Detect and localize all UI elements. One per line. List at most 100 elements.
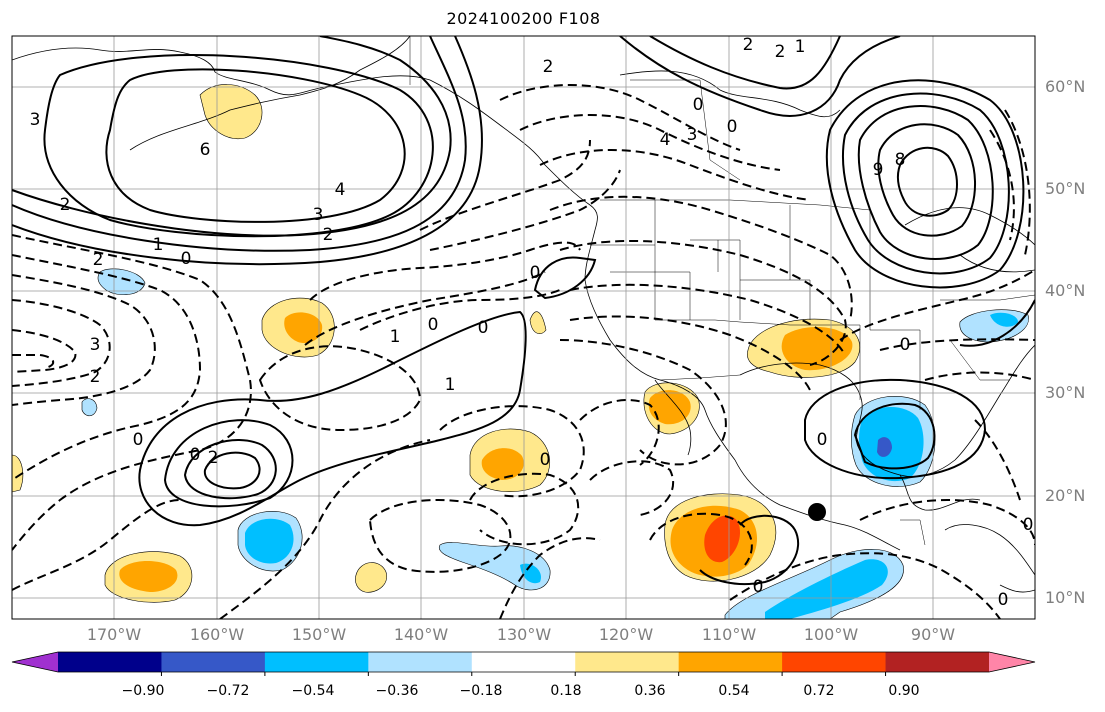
colorbar-extend-low bbox=[12, 652, 58, 672]
contour-label: 2 bbox=[90, 367, 101, 387]
contour-label: 0 bbox=[998, 590, 1009, 610]
colorbar-segment bbox=[575, 652, 680, 672]
negative-anomaly-area bbox=[877, 437, 892, 457]
contour-label: 0 bbox=[727, 117, 738, 137]
lat-label: 50°N bbox=[1045, 179, 1086, 198]
contour-label: 2 bbox=[775, 42, 786, 62]
contour-label: 8 bbox=[895, 150, 906, 170]
colorbar-tick-label: −0.36 bbox=[375, 683, 419, 699]
lon-label: 100°W bbox=[803, 625, 859, 644]
colorbar-tick-label: 0.36 bbox=[634, 683, 666, 699]
colorbar-segment bbox=[368, 652, 473, 672]
lat-label: 10°N bbox=[1045, 588, 1086, 607]
contour-label: 0 bbox=[693, 95, 704, 115]
positive-anomaly-area bbox=[284, 312, 323, 344]
colorbar-tick-label: −0.90 bbox=[121, 683, 165, 699]
colorbar-tick-label: −0.18 bbox=[459, 683, 503, 699]
colorbar-tick-label: 0.90 bbox=[888, 683, 920, 699]
graticule bbox=[12, 36, 1035, 619]
positive-anomaly-area bbox=[704, 515, 741, 563]
contour-label: 0 bbox=[900, 335, 911, 355]
negative-anomaly-area bbox=[990, 312, 1018, 327]
contour-label: 0 bbox=[817, 430, 828, 450]
contour-label: 0 bbox=[1023, 515, 1034, 535]
negative-anomaly-area bbox=[438, 542, 551, 591]
lon-label: 110°W bbox=[701, 625, 757, 644]
colorbar-tick-label: 0.72 bbox=[803, 683, 835, 699]
lat-label: 30°N bbox=[1045, 383, 1086, 402]
positive-anomaly-area bbox=[481, 448, 524, 480]
negative-anomaly-area bbox=[765, 559, 888, 619]
colorbar-tick-label: −0.54 bbox=[291, 683, 335, 699]
colorbar-segment bbox=[264, 652, 369, 672]
map-title: 2024100200 F108 bbox=[446, 9, 601, 28]
colorbar-extend-high bbox=[989, 652, 1035, 672]
colorbar bbox=[11, 651, 1036, 676]
lat-label: 40°N bbox=[1045, 281, 1086, 300]
lon-label: 140°W bbox=[393, 625, 449, 644]
contour-label: 9 bbox=[873, 160, 884, 180]
negative-anomaly-area bbox=[245, 518, 294, 564]
contour-label: 1 bbox=[795, 37, 806, 57]
colorbar-segment bbox=[471, 652, 576, 672]
colorbar-segment bbox=[678, 652, 783, 672]
contour-label: 4 bbox=[335, 180, 346, 200]
map-background bbox=[12, 36, 1035, 619]
contour-label: 4 bbox=[660, 130, 671, 150]
colorbar-segment bbox=[58, 652, 162, 672]
lon-label: 120°W bbox=[598, 625, 654, 644]
map-frame bbox=[11, 35, 1036, 620]
positive-anomaly-area bbox=[781, 326, 853, 371]
lat-label: 20°N bbox=[1045, 486, 1086, 505]
contour-label: 0 bbox=[753, 577, 764, 597]
positive-anomaly-area bbox=[529, 311, 547, 334]
contour-label: 3 bbox=[90, 335, 101, 355]
lon-label: 90°W bbox=[910, 625, 956, 644]
anomaly-shading bbox=[12, 84, 1029, 619]
colorbar-segment bbox=[782, 652, 887, 672]
contour-labels: 3 6 2 4 3 2 1 0 2 3 2 0 0 0 1 0 1 2 0 0 … bbox=[30, 35, 1034, 610]
lon-label: 160°W bbox=[189, 625, 245, 644]
contour-label: 2 bbox=[323, 225, 334, 245]
contour-label: 0 bbox=[133, 430, 144, 450]
contour-label: 2 bbox=[743, 35, 754, 55]
lat-label: 60°N bbox=[1045, 77, 1086, 96]
contour-label: 0 bbox=[190, 445, 201, 465]
dashed-contours bbox=[12, 84, 1035, 619]
solid-contours bbox=[12, 36, 1035, 586]
contour-label: 0 bbox=[478, 318, 489, 338]
contour-label: 3 bbox=[313, 205, 324, 225]
station-marker bbox=[808, 503, 826, 521]
lon-label: 170°W bbox=[86, 625, 142, 644]
contour-label: 3 bbox=[687, 125, 698, 145]
lon-label: 130°W bbox=[496, 625, 552, 644]
colorbar-segment bbox=[161, 652, 266, 672]
contour-label: 2 bbox=[93, 250, 104, 270]
contour-label: 2 bbox=[60, 195, 71, 215]
colorbar-tick-label: 0.18 bbox=[550, 683, 582, 699]
colorbar-tick-label: −0.72 bbox=[206, 683, 250, 699]
lon-label: 150°W bbox=[291, 625, 347, 644]
colorbar-tick-label: 0.54 bbox=[718, 683, 750, 699]
positive-anomaly-area bbox=[355, 562, 387, 593]
contour-label: 2 bbox=[208, 448, 219, 468]
colorbar-segment bbox=[885, 652, 990, 672]
contour-label: 1 bbox=[153, 235, 164, 255]
contour-label: 0 bbox=[540, 450, 551, 470]
political-borders bbox=[409, 36, 1035, 546]
contour-label: 0 bbox=[428, 315, 439, 335]
colorbar-outline bbox=[11, 651, 1036, 673]
negative-anomaly-area bbox=[81, 398, 98, 417]
contour-label: 6 bbox=[200, 140, 211, 160]
contour-label: 1 bbox=[390, 327, 401, 347]
positive-anomaly-area bbox=[119, 561, 178, 592]
contour-label: 0 bbox=[181, 249, 192, 269]
contour-label: 2 bbox=[543, 57, 554, 77]
positive-anomaly-area bbox=[12, 454, 24, 493]
contour-label: 3 bbox=[30, 110, 41, 130]
negative-anomaly-area bbox=[520, 563, 541, 584]
contour-label: 1 bbox=[445, 375, 456, 395]
contour-label: 0 bbox=[530, 263, 541, 283]
positive-anomaly-area bbox=[648, 390, 691, 425]
